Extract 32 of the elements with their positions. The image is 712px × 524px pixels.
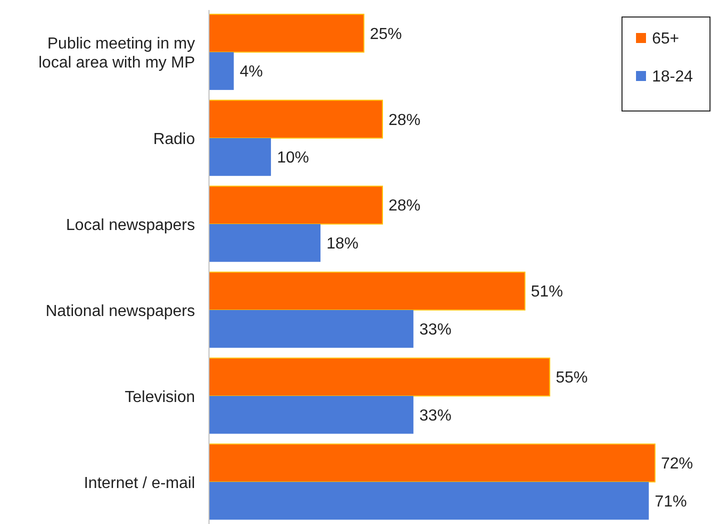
data-label: 28% bbox=[388, 198, 420, 215]
y-tick-label: Television bbox=[124, 388, 195, 406]
y-tick-label: Public meeting in my local area with my MP bbox=[38, 36, 195, 72]
bar bbox=[209, 138, 271, 176]
data-label: 28% bbox=[388, 112, 420, 129]
bar bbox=[208, 186, 383, 225]
data-label: 71% bbox=[654, 493, 687, 510]
y-tick-label: Internet / e-mail bbox=[84, 474, 195, 492]
legend-label: 65+ bbox=[652, 30, 680, 48]
legend-label: 18-24 bbox=[652, 68, 694, 86]
bar bbox=[208, 358, 550, 396]
y-tick-label: Local newspapers bbox=[66, 217, 195, 234]
y-tick-label: Radio bbox=[153, 131, 196, 148]
bar bbox=[208, 14, 364, 53]
bar bbox=[208, 100, 383, 139]
data-label: 33% bbox=[419, 407, 452, 424]
data-label: 55% bbox=[556, 370, 588, 387]
bar bbox=[209, 224, 320, 262]
bar bbox=[209, 52, 234, 90]
data-label: 72% bbox=[661, 456, 694, 473]
data-label: 51% bbox=[530, 284, 563, 301]
data-label: 4% bbox=[240, 64, 263, 81]
bar bbox=[209, 396, 414, 434]
y-tick-label: National newspapers bbox=[46, 302, 195, 320]
bar bbox=[209, 310, 414, 348]
bar bbox=[209, 482, 649, 520]
data-label: 18% bbox=[326, 236, 359, 253]
data-label: 10% bbox=[276, 150, 309, 167]
bar bbox=[208, 444, 656, 482]
data-label: 33% bbox=[419, 321, 452, 338]
bar bbox=[208, 272, 526, 310]
data-label: 25% bbox=[370, 26, 402, 43]
